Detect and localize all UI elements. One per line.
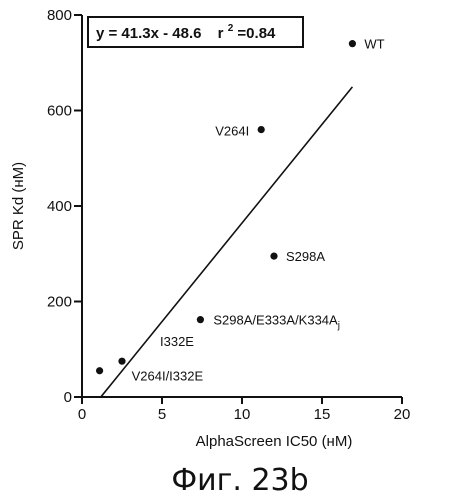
x-axis-ticks: 0 5 10 15 20 — [78, 397, 411, 423]
point-label: V264I/I332E — [132, 369, 204, 384]
y-tick-label: 600 — [47, 103, 72, 120]
r2-label: r — [218, 25, 224, 42]
point-label-text: WT — [364, 37, 384, 52]
r2-value: =0.84 — [237, 25, 276, 42]
figure-caption: Фиг. 23b — [171, 463, 308, 498]
point-label: S298A/E333A/K334Aj — [213, 313, 340, 332]
x-axis-title: AlphaScreen IC50 (нМ) — [196, 433, 353, 450]
data-point — [118, 358, 125, 365]
y-tick-label: 200 — [47, 294, 72, 311]
point-label-text: V264I — [215, 124, 249, 139]
y-tick-label: 0 — [64, 389, 72, 406]
x-tick-label: 15 — [314, 406, 331, 423]
point-label-text: I332E — [160, 334, 194, 349]
data-point — [349, 40, 356, 47]
y-axis-ticks: 0 200 400 600 800 — [47, 7, 82, 406]
x-tick-label: 20 — [394, 406, 411, 423]
data-point — [96, 367, 103, 374]
point-label: I332E — [160, 334, 194, 349]
point-label-subscript: j — [337, 321, 340, 332]
data-point — [270, 253, 277, 260]
r2-superscript: 2 — [228, 23, 234, 34]
y-tick-label: 400 — [47, 198, 72, 215]
equation-formula: y = 41.3x - 48.6 — [96, 25, 202, 42]
y-axis-title: SPR Kd (нМ) — [10, 162, 27, 250]
point-label: WT — [364, 37, 384, 52]
point-label: S298A — [286, 249, 325, 264]
data-point — [258, 126, 265, 133]
data-point — [197, 316, 204, 323]
point-labels: WT V264I S298A S298A/E333A/K334Aj I332E V264I… — [132, 37, 385, 384]
point-label: V264I — [215, 124, 249, 139]
point-label-text: S298A/E333A/K334A — [213, 313, 338, 328]
point-label-text: V264I/I332E — [132, 369, 204, 384]
x-tick-label: 5 — [158, 406, 166, 423]
y-tick-label: 800 — [47, 7, 72, 24]
x-tick-label: 10 — [234, 406, 251, 423]
point-label-text: S298A — [286, 249, 325, 264]
x-tick-label: 0 — [78, 406, 86, 423]
